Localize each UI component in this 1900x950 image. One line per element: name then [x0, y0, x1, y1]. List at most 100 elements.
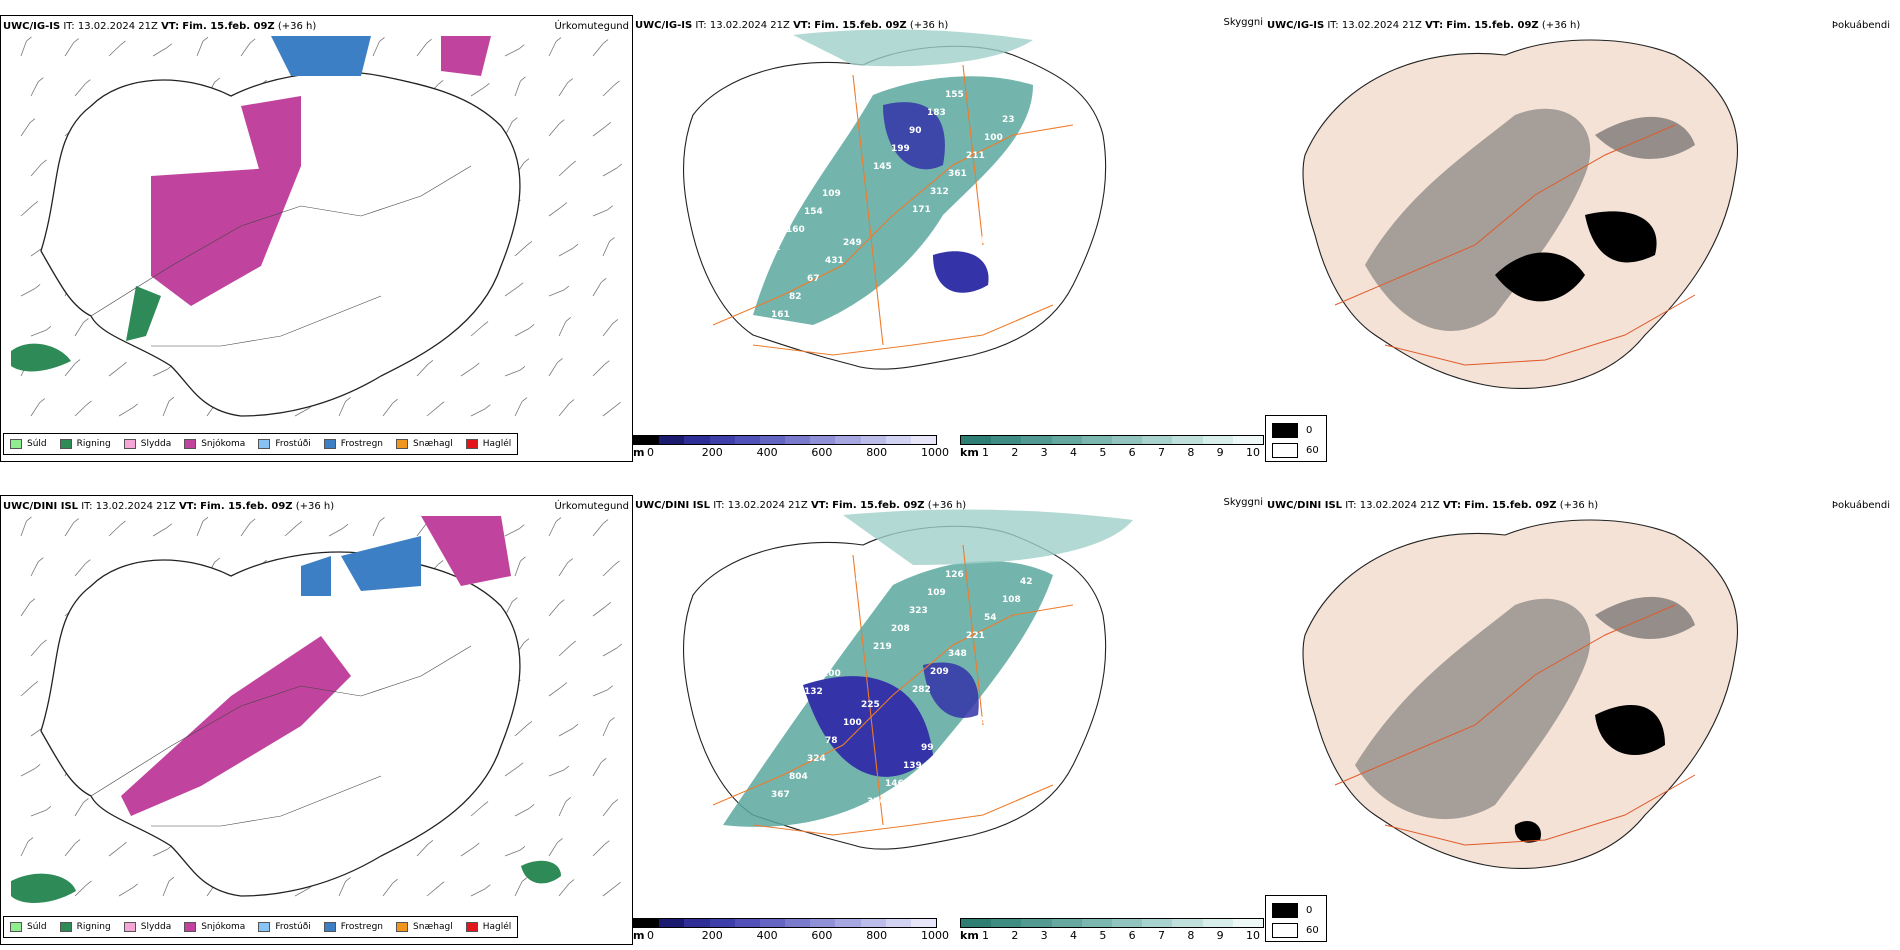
legend-label: Snæhagl [413, 922, 453, 932]
wind-barb-flag [616, 163, 623, 169]
colorbar-swatch [1112, 919, 1143, 927]
wind-barb [602, 564, 615, 577]
wind-barb-flag [166, 523, 172, 529]
wind-barb-flag [557, 838, 563, 843]
wind-barb-flag [521, 877, 528, 882]
wind-barb-flag [26, 516, 32, 522]
ceiling-label: 208 [891, 624, 910, 634]
legend-swatch [258, 922, 271, 932]
ceiling-label: 199 [891, 144, 910, 154]
wind-barb [592, 606, 607, 617]
wind-barb-flag [602, 39, 609, 44]
ceiling-label: 431 [825, 256, 844, 266]
ceiling-label: 173 [1044, 644, 1063, 654]
wind-barb-flag [567, 558, 573, 563]
panel-title: Þokuábendi [1831, 500, 1890, 511]
wind-barb [118, 887, 133, 897]
legend-label: Slydda [140, 439, 172, 449]
visibility-colorbar-swatches [960, 435, 1264, 445]
ceiling-label: 100 [984, 133, 1003, 143]
wind-barb-flag [74, 839, 81, 844]
fog-panel-ig: UWC/IG-IS IT: 13.02.2024 21Z VT: Fim. 15… [1265, 15, 1900, 462]
ceiling-colorbar-swatches [633, 435, 937, 445]
colorbar-tick: 2 [1011, 446, 1019, 459]
wind-barb [602, 885, 616, 897]
colorbar-swatch [1202, 436, 1233, 444]
wind-barb-flag [561, 682, 568, 687]
wind-barb-flag [474, 362, 480, 368]
legend-swatch [465, 922, 478, 932]
wind-barb-flag [121, 361, 127, 367]
wind-barb-flag [120, 520, 126, 526]
colorbar-swatch [961, 436, 992, 444]
visibility-colorbar: km 1 2 3 4 5 6 7 8 9 10 [960, 435, 1264, 462]
colorbar-swatch [1081, 436, 1113, 444]
legend-swatch [10, 439, 22, 449]
legend-label: Frostregn [340, 439, 384, 449]
precip-type-panel-dini: UWC/DINI ISL IT: 13.02.2024 21Z VT: Fim.… [0, 495, 633, 945]
wind-barb [426, 885, 440, 897]
colorbar-tick: 5 [1099, 446, 1107, 459]
wind-barb-flag [439, 881, 445, 887]
wind-barb-flag [74, 359, 81, 364]
colorbar-swatch [991, 436, 1022, 444]
ceiling-label: 146 [885, 779, 904, 789]
colorbar-tick: 200 [701, 929, 723, 942]
ceiling-label: 193 [753, 88, 772, 98]
ceiling-label: 461 [849, 575, 868, 585]
wind-barb-flag [26, 36, 32, 42]
fog-legend-label: 60 [1306, 924, 1319, 936]
wind-barb-flag [73, 38, 79, 43]
wind-barb [108, 365, 122, 377]
legend-label: Snjókoma [201, 922, 246, 932]
wind-barb-flag [437, 560, 444, 565]
wind-barb-flag [520, 556, 526, 562]
ceiling-label: 65 [849, 95, 862, 105]
wind-barb-flag [565, 797, 572, 802]
ceiling-label: 210 [981, 774, 1000, 784]
fog-legend-item: 60 [1272, 441, 1326, 459]
wind-barb [74, 83, 86, 97]
colorbar-swatch [1232, 436, 1264, 444]
legend-label: Rigning [76, 922, 111, 932]
ceiling-label: 171 [912, 205, 931, 215]
wind-barb [602, 803, 614, 817]
fog-legend: 0 60 [1265, 895, 1327, 942]
wind-barb-flag [439, 401, 445, 407]
wind-barb-flag [437, 80, 444, 85]
wind-barb-flag [41, 639, 47, 645]
fog-legend-swatch [1272, 902, 1298, 918]
wind-barb-flag [605, 602, 612, 607]
wind-barb-flag [519, 845, 526, 851]
wind-barb [558, 164, 571, 177]
wind-barb-flag [517, 762, 524, 768]
ceiling-label: 99 [921, 743, 934, 753]
wind-barb [592, 523, 604, 537]
legend-label: Frostúði [275, 439, 311, 449]
ceiling-label: 78 [825, 736, 838, 746]
colorbar-swatch [1172, 919, 1203, 927]
wind-barb [284, 524, 298, 537]
wind-barb-flag [392, 398, 398, 404]
wind-barb [470, 325, 484, 337]
wind-barb [240, 42, 251, 57]
ceiling-label: 249 [843, 238, 862, 248]
ceiling-label: 54 [984, 613, 997, 623]
wind-barb [548, 521, 557, 537]
ceiling-label: 183 [927, 108, 946, 118]
colorbar-swatch [1051, 436, 1082, 444]
ceiling-label: 161 [771, 310, 790, 320]
wind-barb-flag [29, 118, 36, 124]
ceiling-label: 225 [861, 700, 880, 710]
panel-title: Úrkomutegund [554, 501, 629, 512]
wind-barb-flag [202, 516, 209, 522]
wind-barb-flag [38, 77, 44, 83]
road-network [1334, 604, 1696, 846]
fog-map-ig [1302, 39, 1739, 390]
visibility-colorbar-swatches [960, 918, 1264, 928]
wind-barb [548, 362, 558, 377]
wind-barb-flag [557, 358, 563, 363]
wind-barb-flag [86, 400, 92, 406]
ceiling-label: 118 [885, 299, 904, 309]
wind-barb-flag [609, 717, 615, 722]
